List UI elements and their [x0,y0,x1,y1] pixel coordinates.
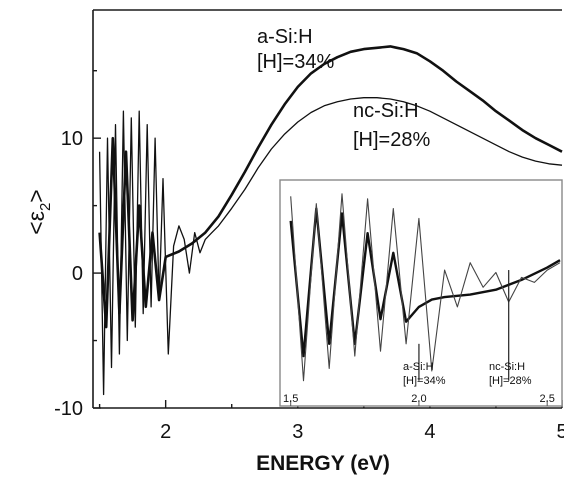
inset-ticks-group: 1.5 2.0 2.5 [283,393,555,406]
x-tick-label: 4 [424,421,435,443]
y-tick-label: 10 [61,128,83,150]
inset-series-line-a-si [289,207,561,358]
inset-x-tick-label: 2.0 [411,393,426,405]
y-axis-title-end: > [23,189,49,202]
inset-frame [279,179,563,407]
y-tick-label: 0 [72,263,83,285]
y-tick-label: -10 [54,398,83,420]
main-series-group [98,45,563,396]
inset-series-group [289,193,561,382]
main-plot-frame [92,9,562,409]
x-axis-title: ENERGY (eV) [256,452,390,475]
annotation-a-si-line1: a-Si:H [257,26,313,48]
x-tick-label: 3 [292,421,303,443]
y-axis-title-subscript: 2 [37,203,54,211]
main-ticks-group: 2 3 4 5 -10 0 10 [54,70,564,443]
inset-label-nc-si-line1: nc-Si:H [489,361,525,373]
inset-label-a-si-line2: [H]=34% [403,375,446,387]
inset-series-line-nc-si [290,193,561,382]
inset-markers-group [418,270,510,381]
y-axis-title-base: <ε [23,211,49,235]
annotation-nc-si-line2: [H]=28% [353,129,430,151]
y-axis-title: <ε2> [23,189,54,234]
x-tick-label: 5 [556,421,564,443]
inset-plot: 1.5 2.0 2.5 a-Si:H [H]=34% nc-Si:H [H]=28% [279,179,563,407]
annotation-nc-si-line1: nc-Si:H [353,100,419,122]
inset-x-tick-label: 1.5 [283,393,298,405]
main-series-line-nc-si [98,97,563,396]
main-series-line-a-si [98,45,563,329]
inset-label-a-si-line1: a-Si:H [403,361,434,373]
inset-label-nc-si-line2: [H]=28% [489,375,532,387]
annotation-a-si-line2: [H]=34% [257,51,334,73]
x-tick-label: 2 [160,421,171,443]
inset-x-tick-label: 2.5 [540,393,555,405]
